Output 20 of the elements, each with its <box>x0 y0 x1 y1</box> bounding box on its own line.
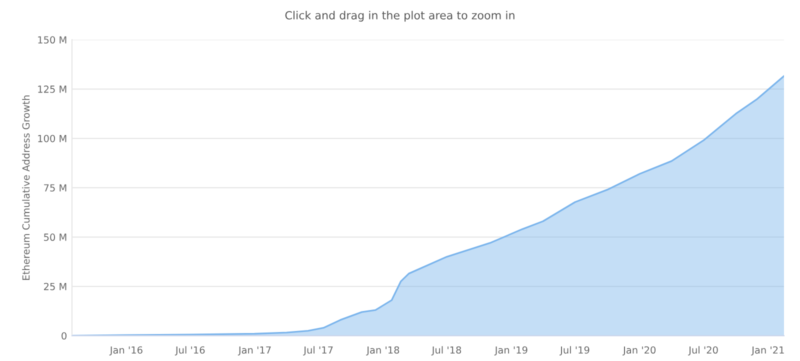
y-tick-label: 25 M <box>44 282 66 290</box>
x-tick-label: Jul '17 <box>303 346 333 356</box>
y-tick-label: 125 M <box>38 86 66 93</box>
x-tick-label: Jan '20 <box>622 346 656 356</box>
x-tick-label: Jul '16 <box>174 346 205 356</box>
x-tick-label: Jan '19 <box>494 346 528 356</box>
y-tick-label: 50 M <box>44 234 66 241</box>
x-tick-label: Jul '18 <box>431 346 462 356</box>
x-tick-label: Jul '20 <box>688 346 718 356</box>
y-tick-label: 75 M <box>44 184 66 192</box>
x-tick-label: Jan '21 <box>751 346 784 356</box>
x-tick-label: Jan '16 <box>109 346 142 356</box>
chart-subtitle: Click and drag in the plot area to zoom in <box>285 10 514 22</box>
x-tick-label: Jul '19 <box>560 346 590 356</box>
y-tick-label: 150 M <box>38 36 66 44</box>
y-axis-title: Ethereum Cumulative Address Growth <box>22 95 30 280</box>
y-tick-label: 0 <box>62 332 66 340</box>
x-tick-label: Jan '18 <box>366 346 400 356</box>
x-tick-label: Jan '17 <box>238 346 271 356</box>
y-tick-label: 100 M <box>38 134 66 142</box>
